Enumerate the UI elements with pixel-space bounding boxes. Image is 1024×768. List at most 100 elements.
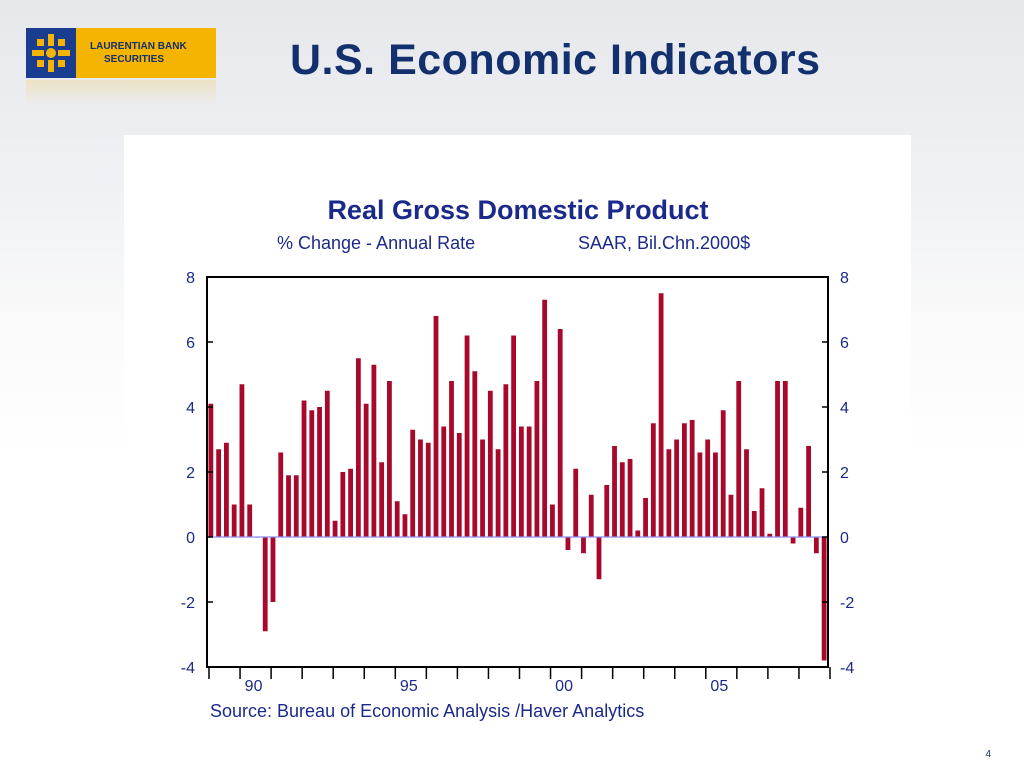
logo-text: LAURENTIAN BANK SECURITIES [76,28,216,78]
x-tick-label: 90 [245,678,263,695]
bar [813,537,819,554]
bar [472,371,478,537]
bar [286,475,291,537]
bar [790,537,796,544]
bar [782,381,788,537]
bar [402,514,408,537]
bar [441,426,447,537]
bar [728,494,734,537]
plot-frame [206,276,829,668]
bar [418,439,423,537]
bar [355,358,361,537]
chart-subtitle-right: SAAR, Bil.Chn.2000$ [578,233,751,253]
bar [806,446,811,537]
bar [340,472,346,537]
bar [767,533,773,537]
bar [487,390,493,537]
bar [565,537,571,550]
bar [239,384,245,537]
bar [658,293,664,537]
y-tick-label-left: 4 [186,400,195,417]
bar [635,530,641,537]
bar [627,459,633,537]
bar [425,442,431,537]
bar [542,299,548,537]
logo-line2: SECURITIES [104,54,165,65]
bar [697,452,703,537]
bar [596,537,602,580]
y-tick-label-right: 2 [840,465,849,482]
logo-line1: LAURENTIAN BANK [90,41,187,52]
bar [588,494,594,537]
y-tick-label-right: 4 [840,400,849,417]
bar [394,501,400,537]
bar [309,410,315,537]
bar [557,329,563,537]
bar [387,381,392,537]
bar [216,449,222,537]
bar [759,488,765,537]
bar [495,449,501,537]
bar [612,446,617,537]
bar [371,364,377,537]
y-tick-label-left: 0 [186,530,195,547]
bar [713,452,718,537]
bar [526,426,532,537]
page-title: U.S. Economic Indicators [290,36,821,84]
bar [456,433,462,537]
flower-icon [32,34,70,72]
y-tick-label-left: 2 [186,465,195,482]
y-tick-label-left: -4 [181,660,195,677]
bar [736,381,742,537]
y-tick-label-left: 8 [186,270,195,287]
y-tick-label-right: -4 [840,660,854,677]
bar [293,475,299,537]
bar [720,410,726,537]
y-tick-label-right: 6 [840,335,849,352]
page-number: 4 [985,749,991,760]
y-tick-label-right: 8 [840,270,849,287]
bar [332,520,338,537]
bar [518,426,524,537]
bar [666,449,672,537]
bar [379,462,385,537]
bar [674,439,680,537]
bar [821,537,827,661]
bar [744,449,749,537]
bar [573,468,579,537]
bar [798,507,804,537]
bar [348,468,354,537]
bar [619,462,625,537]
bar [208,403,214,537]
y-tick-label-right: 0 [840,530,849,547]
bar [317,407,322,537]
logo-mark [26,28,76,78]
bar [503,384,509,537]
chart-source: Source: Bureau of Economic Analysis /Hav… [210,701,645,721]
bar [270,537,276,602]
x-tick-label: 95 [400,678,418,695]
bar [247,504,253,537]
y-tick-label-left: 6 [186,335,195,352]
logo: LAURENTIAN BANK SECURITIES [26,28,216,78]
x-tick-label: 00 [555,678,573,695]
bar [681,423,687,537]
bar [464,335,470,537]
y-tick-label-left: -2 [181,595,195,612]
bar [231,504,237,537]
bar [643,498,648,537]
bar [751,511,757,537]
y-tick-label-right: -2 [840,595,854,612]
bar [301,400,307,537]
chart-title: Real Gross Domestic Product [327,195,709,225]
bar [689,420,695,537]
bar [324,390,330,537]
chart-subtitle-left: % Change - Annual Rate [277,233,476,253]
bar [449,381,454,537]
bar [550,504,555,537]
bar [224,442,229,537]
x-tick-label: 05 [710,678,728,695]
bar [705,439,711,537]
bar [410,429,416,537]
